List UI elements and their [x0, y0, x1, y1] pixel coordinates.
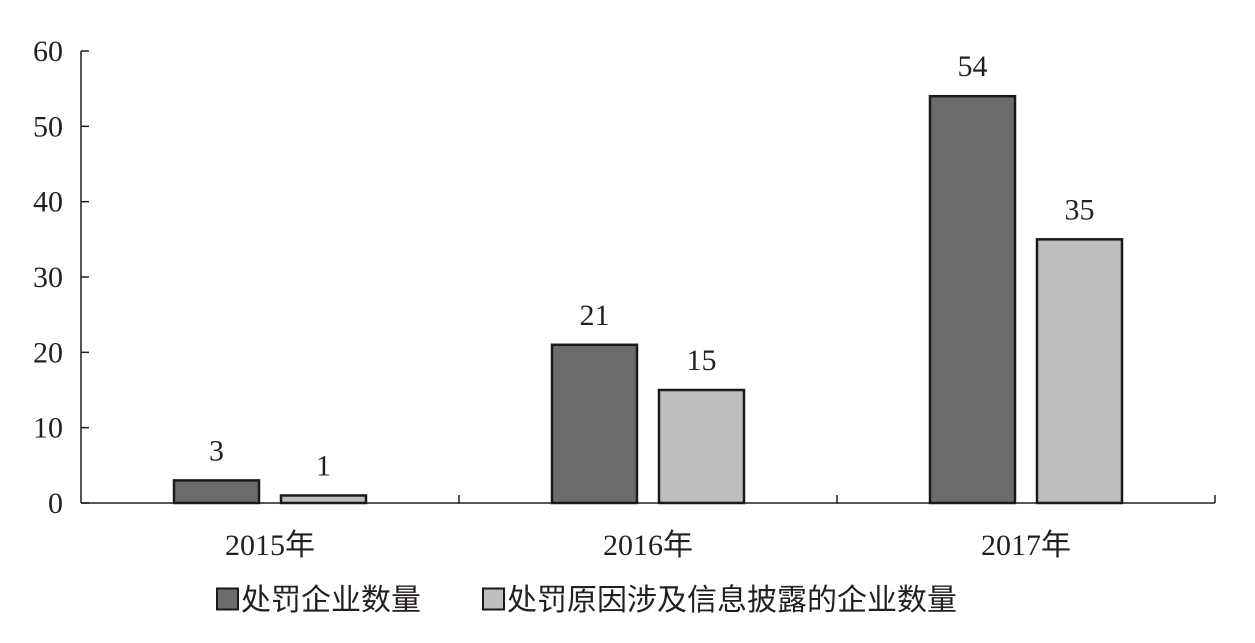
data-label: 21 [580, 299, 610, 332]
data-label: 3 [209, 434, 224, 467]
legend: 处罚企业数量 处罚原因涉及信息披露的企业数量 [216, 584, 957, 617]
data-label: 35 [1065, 193, 1095, 226]
data-label: 15 [687, 344, 717, 377]
bars [172, 94, 1124, 505]
data-label: 54 [958, 50, 988, 83]
x-tick-label: 2016年 [603, 529, 693, 562]
bar [172, 479, 261, 505]
bar [657, 388, 746, 505]
y-tick-label: 10 [33, 412, 63, 445]
x-tick-label: 2015年 [225, 529, 315, 562]
legend-swatch [482, 587, 505, 611]
legend-swatch [216, 587, 239, 611]
bar [550, 343, 639, 505]
x-tick-label: 2017年 [981, 529, 1071, 562]
y-tick-label: 20 [33, 336, 63, 369]
y-tick-label: 0 [48, 487, 63, 520]
data-label: 1 [316, 449, 331, 482]
legend-label: 处罚原因涉及信息披露的企业数量 [507, 584, 957, 617]
y-tick-label: 50 [33, 110, 63, 143]
data-labels: 3 1 21 15 54 35 [209, 50, 1095, 482]
bar [279, 494, 368, 505]
y-tick-label: 30 [33, 261, 63, 294]
bar [928, 94, 1017, 505]
bar [1035, 238, 1124, 505]
legend-label: 处罚企业数量 [241, 584, 421, 617]
y-tick-label: 40 [33, 186, 63, 219]
axes: 0 10 20 30 40 50 60 2015年 2016年 2017年 [33, 35, 1216, 562]
y-tick-label: 60 [33, 35, 63, 68]
